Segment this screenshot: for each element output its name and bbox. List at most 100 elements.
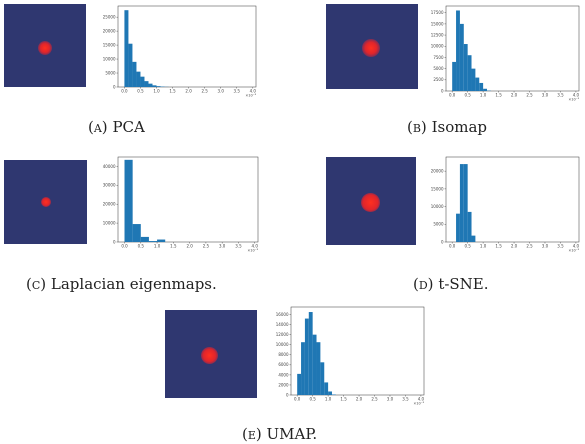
- y-tick-label: 16000: [276, 312, 289, 317]
- x-tick-label: 1.5: [170, 244, 177, 249]
- y-tick-label: 2500: [433, 77, 444, 82]
- histogram-bar: [132, 61, 137, 87]
- x-tick-label: 0.5: [464, 244, 471, 249]
- y-tick-label: 0: [441, 239, 444, 244]
- x-tick-label: 1.0: [153, 89, 160, 94]
- plot-frame: [445, 5, 580, 92]
- caption-isomap: (b) Isomap: [407, 118, 488, 136]
- caption-laplacian: (c) Laplacian eigenmaps.: [26, 275, 217, 293]
- histogram-bar: [136, 71, 141, 87]
- caption-tsne: (d) t-SNE.: [413, 275, 489, 293]
- histogram-tsne: 0.0 0.5 1.0 1.5 2.0 2.5 3.0 3.5 4.0×10⁻³ 0 5000 100…: [431, 156, 580, 253]
- histogram-bar: [471, 68, 476, 91]
- x-tick-label: 1.0: [480, 93, 487, 98]
- x-tick-label: 3.5: [234, 89, 241, 94]
- histogram-pca: 0.0 0.5 1.0 1.5 2.0 2.5 3.0 3.5 4.0×10⁻³ 0 5000 100…: [103, 5, 257, 98]
- x-tick-label: 2.0: [186, 244, 193, 249]
- y-tick-label: 14000: [276, 322, 289, 327]
- histogram-bar: [328, 391, 332, 395]
- density-map-laplacian: [4, 160, 87, 244]
- histogram-bar: [324, 382, 329, 395]
- histogram-bar: [479, 82, 484, 91]
- y-tick-label: 20000: [103, 202, 116, 207]
- x-tick-label: 2.5: [203, 244, 210, 249]
- x-tick-label: 2.5: [526, 93, 533, 98]
- histogram-bar: [452, 61, 457, 91]
- x-tick-label: 0.0: [121, 244, 128, 249]
- histogram-bar: [456, 10, 460, 91]
- histogram-bar: [475, 77, 480, 91]
- x-tick-label: 3.5: [557, 93, 564, 98]
- histogram-isomap: 0.0 0.5 1.0 1.5 2.0 2.5 3.0 3.5 4.0×10⁻³ 0 2500 500…: [431, 5, 580, 102]
- x-tick-label: 3.5: [402, 397, 409, 402]
- x-tick-label: 0.0: [121, 89, 128, 94]
- x-scale-label: ×10⁻³: [568, 98, 579, 102]
- x-tick-label: 0.5: [309, 397, 316, 402]
- plot-frame: [445, 156, 580, 243]
- x-tick-label: 1.0: [154, 244, 161, 249]
- x-scale-label: ×10⁻³: [568, 249, 579, 253]
- x-tick-label: 3.0: [542, 93, 549, 98]
- x-tick-label: 2.5: [201, 89, 208, 94]
- x-tick-label: 3.5: [557, 244, 564, 249]
- histogram-bar: [152, 85, 157, 87]
- y-tick-label: 8000: [278, 352, 289, 357]
- histogram-bar: [320, 362, 325, 395]
- y-tick-label: 10000: [276, 342, 289, 347]
- cluster-blob: [41, 197, 51, 207]
- histogram-bar: [148, 83, 153, 87]
- histogram-bar: [467, 211, 472, 242]
- plot-frame: [290, 306, 425, 396]
- caption-pca: (a) PCA: [88, 118, 145, 136]
- y-tick-label: 10000: [431, 44, 444, 49]
- histogram-bar: [128, 43, 133, 87]
- x-tick-label: 4.0: [252, 244, 259, 249]
- y-tick-label: 15000: [103, 43, 116, 48]
- y-tick-label: 20000: [103, 29, 116, 34]
- cluster-blob: [38, 41, 52, 55]
- histogram-bar: [148, 241, 158, 242]
- histogram-bar: [132, 224, 141, 242]
- histogram-bar: [304, 318, 309, 395]
- histogram-bar: [144, 81, 149, 87]
- histogram-bar: [124, 10, 129, 88]
- y-tick-label: 5000: [105, 70, 116, 75]
- y-tick-label: 10000: [103, 56, 116, 61]
- x-tick-label: 1.0: [325, 397, 332, 402]
- y-tick-label: 12500: [431, 32, 444, 37]
- histogram-bar: [467, 55, 472, 91]
- histogram-umap: 0.0 0.5 1.0 1.5 2.0 2.5 3.0 3.5 4.0×10⁻³ 0 2000 400…: [276, 306, 425, 406]
- histogram-bar: [297, 373, 302, 395]
- histogram-bar: [124, 159, 133, 242]
- y-tick-label: 12000: [276, 332, 289, 337]
- x-scale-label: ×10⁻³: [413, 402, 424, 406]
- y-tick-label: 25000: [103, 15, 116, 20]
- x-tick-label: 0.5: [464, 93, 471, 98]
- x-tick-label: 2.0: [356, 397, 363, 402]
- x-tick-label: 3.0: [218, 89, 225, 94]
- cluster-blob: [361, 193, 380, 212]
- x-tick-label: 4.0: [573, 244, 580, 249]
- x-tick-label: 2.0: [511, 244, 518, 249]
- x-scale-label: ×10⁻³: [247, 249, 258, 253]
- histogram-bar: [157, 239, 166, 242]
- y-tick-label: 2000: [278, 382, 289, 387]
- y-tick-label: 10000: [431, 204, 444, 209]
- x-tick-label: 2.0: [511, 93, 518, 98]
- histogram-bar: [140, 76, 145, 87]
- cluster-blob: [201, 347, 218, 364]
- x-tick-label: 0.5: [137, 89, 144, 94]
- x-tick-label: 1.5: [169, 89, 176, 94]
- x-tick-label: 2.5: [526, 244, 533, 249]
- x-tick-label: 3.0: [387, 397, 394, 402]
- histogram-bar: [471, 235, 476, 242]
- histogram-bar: [331, 394, 336, 395]
- x-scale-label: ×10⁻³: [245, 94, 256, 98]
- y-tick-label: 5000: [433, 222, 444, 227]
- x-tick-label: 1.0: [480, 244, 487, 249]
- y-tick-label: 10000: [103, 221, 116, 226]
- density-map-isomap: [326, 4, 418, 89]
- x-tick-label: 0.5: [138, 244, 145, 249]
- y-tick-label: 4000: [278, 372, 289, 377]
- histogram-bar: [312, 334, 317, 395]
